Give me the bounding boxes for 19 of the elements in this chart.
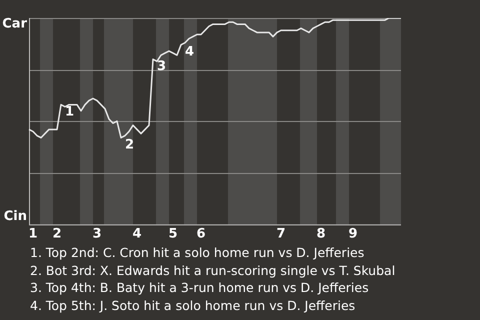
annotation: 2 xyxy=(125,138,134,153)
annotation: 1 xyxy=(65,104,74,120)
x-tick-label: 4 xyxy=(132,226,142,242)
annotation: 3 xyxy=(157,59,166,74)
x-tick-label: 1 xyxy=(28,226,38,242)
x-tick-label: 8 xyxy=(316,226,326,242)
x-tick-label: 6 xyxy=(196,226,206,242)
x-tick-label: 3 xyxy=(92,226,102,242)
x-tick-label: 9 xyxy=(348,226,358,242)
text: 3. Top 4th: B. Baty hit a 3-run home run vs D. Jefferies xyxy=(30,279,370,296)
text: 1. Top 2nd: C. Cron hit a solo home run vs D. Jefferies xyxy=(30,244,366,262)
x-tick-label: 7 xyxy=(276,226,286,242)
x-tick-label: 2 xyxy=(52,226,62,242)
x-tick-label: 5 xyxy=(168,226,178,242)
text: 2. Bot 3rd: X. Edwards hit a run-scoring single vs T. Skubal xyxy=(30,262,396,279)
annotation: 4 xyxy=(185,44,194,60)
text: Car xyxy=(2,16,28,32)
text: Cin xyxy=(4,208,27,224)
text: 4. Top 5th: J. Soto hit a solo home run vs D. Jefferies xyxy=(30,296,356,314)
